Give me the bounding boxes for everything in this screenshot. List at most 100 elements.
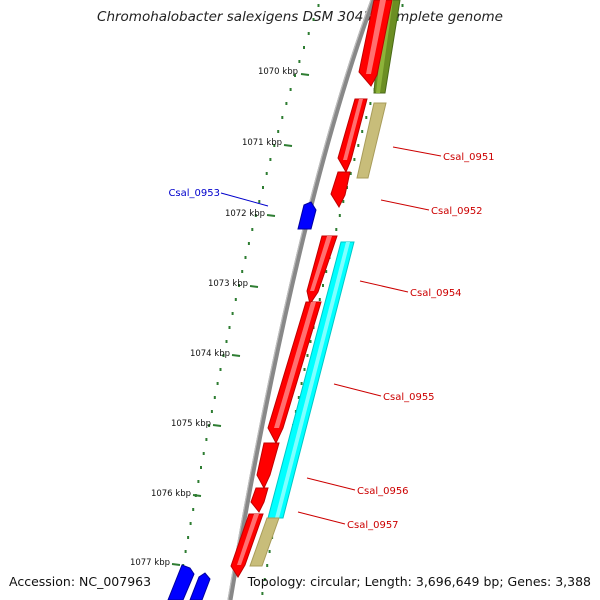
tick-label: 1075 kbp — [171, 419, 211, 429]
gc-dot — [369, 102, 372, 105]
gene-label-csal-0951[interactable]: Csal_0951 — [443, 152, 495, 163]
gc-dot — [303, 46, 305, 49]
gc-dot — [309, 340, 312, 343]
gc-dot — [281, 116, 284, 119]
gc-dot — [225, 340, 228, 343]
gc-dot — [262, 186, 264, 189]
gc-dot — [335, 228, 338, 231]
gene-arrow-rna[interactable] — [167, 564, 195, 600]
gene-label-csal-0956[interactable]: Csal_0956 — [357, 486, 409, 497]
gc-dot — [228, 326, 231, 329]
tick-label: 1071 kbp — [242, 138, 282, 148]
genome-backbone — [227, 0, 376, 600]
gc-dot — [318, 298, 321, 301]
gc-dot — [184, 550, 187, 553]
gc-dot — [222, 354, 225, 357]
gc-dot — [322, 284, 324, 287]
gc-dot — [219, 368, 222, 371]
gc-dot — [325, 270, 328, 273]
cog-feature-khaki-0957[interactable] — [249, 517, 280, 567]
gc-dot — [353, 158, 356, 161]
tick-1074: 1074 kbp — [190, 349, 241, 359]
gene-arrow-highlight — [274, 302, 316, 428]
gc-dot — [210, 410, 213, 413]
gene-label-csal-0955[interactable]: Csal_0955 — [383, 392, 435, 403]
gc-dot — [200, 466, 202, 469]
tick-label: 1073 kbp — [208, 279, 248, 289]
gc-dot — [306, 354, 309, 357]
gene-arrow-csal-0956[interactable] — [256, 442, 280, 490]
tick-1076: 1076 kbp — [151, 489, 202, 499]
gene-arrow-highlight — [343, 99, 363, 160]
gc-dot — [303, 368, 306, 371]
gc-dot — [285, 102, 288, 105]
gc-dot — [192, 508, 195, 511]
gc-dot — [213, 396, 216, 399]
gc-dot — [241, 270, 244, 273]
gc-dot — [361, 130, 364, 133]
gene-arrow-rna[interactable] — [189, 572, 211, 600]
gene-arrow-highlight — [366, 0, 386, 74]
gene-arrow[interactable] — [250, 487, 269, 513]
cog-feature-cyan-highlight — [275, 242, 350, 518]
gc-dot — [297, 396, 300, 399]
cog-feature-olive-highlight — [376, 0, 393, 93]
leader-line — [297, 511, 346, 525]
leader-line — [333, 383, 382, 397]
gc-dot — [338, 214, 341, 217]
gc-dot — [298, 60, 301, 63]
tick-1077: 1077 kbp — [130, 558, 181, 568]
gc-dot — [357, 144, 360, 147]
accession-text: Accession: NC_007963 — [9, 574, 152, 589]
gc-dot — [251, 228, 254, 231]
leader-line — [392, 146, 442, 157]
gc-dot — [208, 424, 211, 427]
gc-dot — [216, 382, 219, 385]
tick-label: 1074 kbp — [190, 349, 230, 359]
gene-arrow-highlight — [237, 514, 259, 565]
gc-dot — [300, 382, 303, 385]
gc-dot — [349, 172, 352, 175]
gc-dot — [202, 452, 205, 455]
tick-label: 1070 kbp — [258, 67, 298, 77]
tick-label: 1072 kbp — [225, 209, 265, 219]
gc-dot — [258, 200, 261, 203]
gc-dot — [263, 578, 266, 581]
tick-1073: 1073 kbp — [208, 279, 259, 289]
cog-feature-khaki-0951[interactable] — [356, 102, 387, 179]
leader-line — [306, 477, 356, 491]
gc-dot — [254, 214, 257, 217]
gene-arrow-highlight — [310, 236, 332, 291]
tick-label: 1077 kbp — [130, 558, 170, 568]
gene-label-csal-0957[interactable]: Csal_0957 — [347, 520, 399, 531]
leader-line — [220, 192, 269, 207]
gene-arrow-csal-0953[interactable] — [297, 201, 317, 230]
gc-dot — [238, 284, 240, 287]
leader-line — [380, 199, 430, 211]
gc-dot — [197, 480, 200, 483]
gc-dot — [268, 550, 271, 553]
gc-dot — [261, 592, 264, 595]
gc-dot — [273, 144, 276, 147]
gc-dot — [189, 522, 192, 525]
gc-dot — [234, 298, 237, 301]
gc-dot — [365, 116, 368, 119]
gc-dot — [307, 32, 310, 35]
gc-dot — [289, 88, 292, 91]
gene-label-csal-0952[interactable]: Csal_0952 — [431, 206, 483, 217]
gene-arrow-csal-0952[interactable] — [330, 171, 351, 209]
leader-line — [359, 280, 409, 293]
gc-dot — [247, 242, 250, 245]
gc-dot — [269, 158, 272, 161]
tick-1070: 1070 kbp — [258, 67, 310, 77]
gc-dot — [266, 564, 269, 567]
gc-dot — [244, 256, 247, 259]
gc-dot — [294, 74, 296, 77]
gc-dot — [277, 130, 280, 133]
gc-dot — [231, 312, 234, 315]
gene-label-csal-0953[interactable]: Csal_0953 — [168, 188, 220, 199]
gene-label-csal-0954[interactable]: Csal_0954 — [410, 288, 462, 299]
gc-dot — [312, 18, 315, 21]
